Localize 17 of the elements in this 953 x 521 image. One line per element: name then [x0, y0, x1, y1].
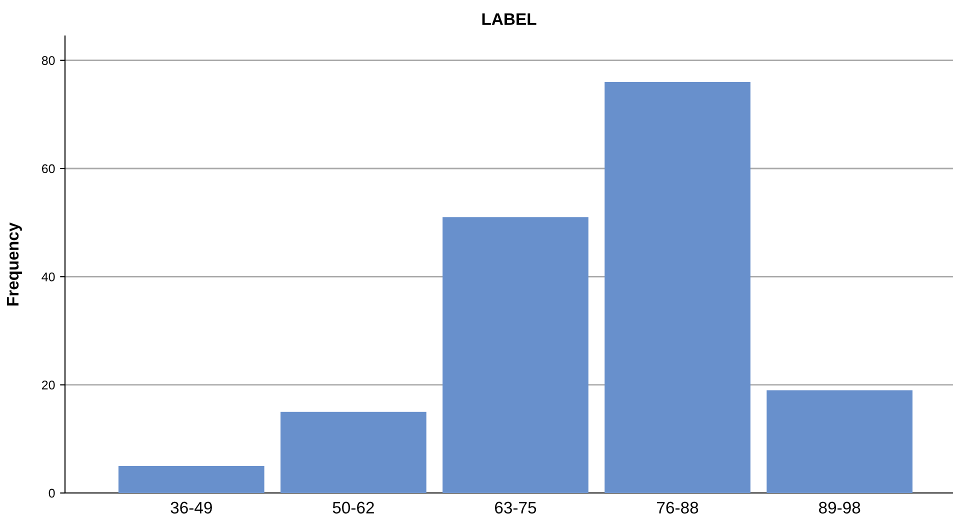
y-tick-label: 60 [42, 164, 55, 174]
chart-title: LABEL [482, 13, 536, 25]
x-tick-label: 89-98 [818, 502, 860, 514]
y-tick-label: 0 [48, 488, 55, 498]
x-tick-label: 50-62 [332, 502, 374, 514]
bar [280, 412, 426, 493]
y-axis-title: Frequency [7, 222, 22, 306]
y-tick-label: 40 [42, 272, 55, 282]
y-tick-label: 20 [42, 380, 55, 390]
x-tick-label: 36-49 [170, 502, 212, 514]
x-tick-label: 63-75 [495, 502, 536, 514]
bar [604, 82, 750, 493]
bar [442, 217, 588, 493]
bar [766, 390, 912, 493]
bar [118, 466, 264, 493]
x-tick-label: 76-88 [657, 502, 698, 514]
y-tick-label: 80 [42, 56, 55, 65]
